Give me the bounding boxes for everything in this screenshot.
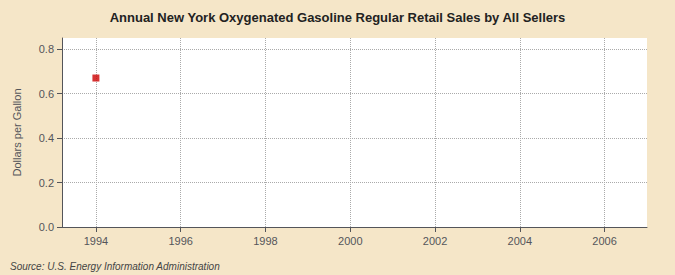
svg-text:2000: 2000	[338, 235, 362, 247]
svg-text:2006: 2006	[592, 235, 616, 247]
svg-text:1998: 1998	[253, 235, 277, 247]
svg-text:0.8: 0.8	[39, 43, 54, 55]
svg-text:Annual New York Oxygenated Gas: Annual New York Oxygenated Gasoline Regu…	[110, 10, 566, 25]
svg-text:0.2: 0.2	[39, 177, 54, 189]
svg-text:2002: 2002	[423, 235, 447, 247]
svg-text:1994: 1994	[84, 235, 108, 247]
svg-text:Source: U.S. Energy Informatio: Source: U.S. Energy Information Administ…	[10, 261, 220, 272]
svg-text:Dollars per Gallon: Dollars per Gallon	[11, 88, 23, 176]
svg-text:0.6: 0.6	[39, 88, 54, 100]
svg-text:0.4: 0.4	[39, 132, 54, 144]
svg-text:0.0: 0.0	[39, 221, 54, 233]
svg-text:2004: 2004	[508, 235, 532, 247]
svg-text:1996: 1996	[168, 235, 192, 247]
